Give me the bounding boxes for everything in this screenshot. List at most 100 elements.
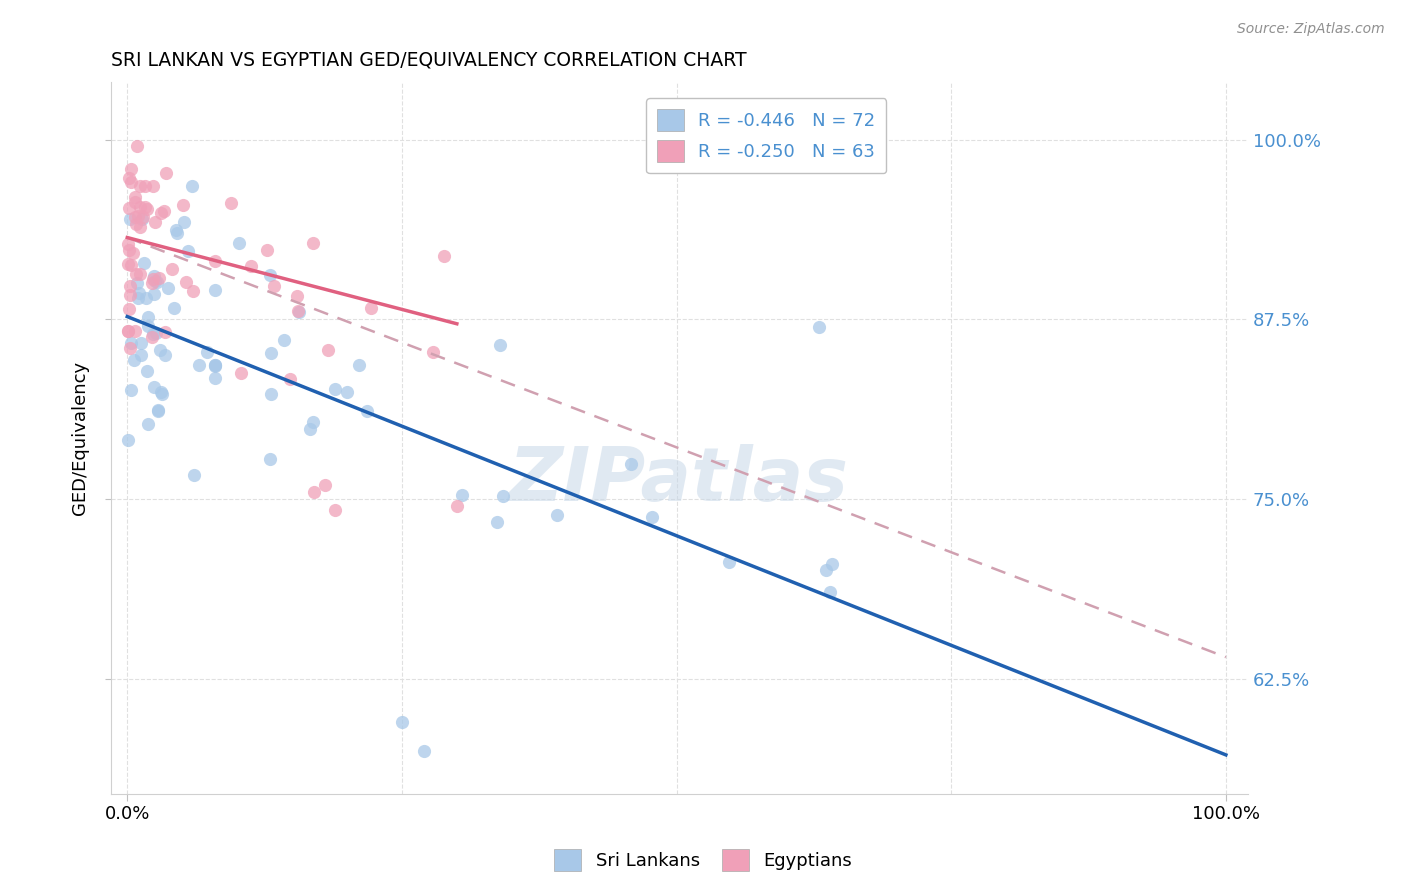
Point (260, 386, 283, 401)
Point (239, 259, 262, 273)
Point (285, 289, 308, 303)
Point (298, 422, 321, 436)
Point (446, 500, 468, 514)
Point (391, 714, 413, 729)
Point (142, 271, 165, 285)
Point (118, 170, 141, 185)
Point (256, 243, 278, 257)
Point (229, 366, 252, 380)
Point (118, 201, 141, 215)
Point (132, 256, 155, 270)
Point (124, 190, 146, 204)
Point (155, 166, 177, 180)
Point (148, 270, 170, 285)
Point (323, 503, 346, 517)
Legend: R = -0.446   N = 72, R = -0.250   N = 63: R = -0.446 N = 72, R = -0.250 N = 63 (645, 98, 886, 173)
Point (141, 276, 163, 290)
Point (177, 244, 200, 259)
Point (146, 404, 169, 418)
Point (204, 359, 226, 374)
Point (204, 283, 226, 297)
Point (187, 358, 209, 372)
Point (118, 279, 141, 293)
Legend: Sri Lankans, Egyptians: Sri Lankans, Egyptians (547, 842, 859, 879)
Point (153, 203, 176, 218)
Point (204, 358, 226, 372)
Point (173, 198, 195, 212)
Point (124, 217, 146, 231)
Point (412, 743, 434, 757)
Point (489, 337, 512, 351)
Point (640, 509, 662, 524)
Point (120, 161, 142, 176)
Point (117, 324, 139, 338)
Point (142, 326, 165, 341)
Point (166, 226, 188, 240)
Point (141, 330, 163, 344)
Point (127, 291, 149, 305)
Point (131, 348, 153, 362)
Point (128, 285, 150, 300)
Point (356, 404, 378, 418)
Point (163, 301, 186, 316)
Point (142, 269, 165, 284)
Point (165, 223, 187, 237)
Point (135, 292, 157, 306)
Point (183, 467, 205, 482)
Point (118, 288, 141, 302)
Point (136, 202, 159, 216)
Point (121, 246, 143, 260)
Point (259, 451, 281, 466)
Point (127, 139, 149, 153)
Y-axis label: GED/Equivalency: GED/Equivalency (72, 361, 89, 515)
Point (815, 564, 838, 578)
Point (134, 179, 156, 194)
Point (129, 179, 152, 194)
Point (301, 236, 323, 251)
Point (204, 254, 226, 268)
Point (117, 236, 139, 251)
Point (259, 268, 281, 282)
Point (718, 555, 741, 569)
Point (128, 200, 150, 214)
Point (173, 215, 195, 229)
Point (127, 276, 149, 290)
Point (136, 417, 159, 432)
Point (620, 457, 643, 471)
Point (153, 348, 176, 362)
Point (492, 489, 515, 503)
Point (314, 477, 336, 491)
Point (127, 209, 149, 223)
Point (143, 286, 166, 301)
Point (432, 249, 454, 263)
Point (263, 278, 285, 293)
Point (117, 324, 139, 338)
Text: Source: ZipAtlas.com: Source: ZipAtlas.com (1237, 22, 1385, 37)
Point (287, 305, 309, 319)
Point (323, 382, 346, 396)
Point (117, 433, 139, 447)
Point (273, 333, 295, 347)
Point (129, 335, 152, 350)
Point (204, 371, 226, 385)
Point (117, 244, 139, 258)
Point (347, 358, 370, 372)
Point (336, 384, 359, 399)
Point (149, 343, 172, 358)
Point (125, 267, 148, 281)
Point (150, 387, 173, 401)
Point (124, 194, 146, 209)
Point (142, 179, 165, 194)
Point (120, 258, 142, 272)
Point (120, 211, 142, 226)
Point (120, 384, 142, 398)
Text: ZIPatlas: ZIPatlas (509, 444, 849, 517)
Point (142, 380, 165, 394)
Point (316, 343, 339, 357)
Point (287, 304, 309, 318)
Point (821, 557, 844, 571)
Point (118, 341, 141, 355)
Point (131, 211, 153, 226)
Point (136, 318, 159, 333)
Point (486, 516, 509, 530)
